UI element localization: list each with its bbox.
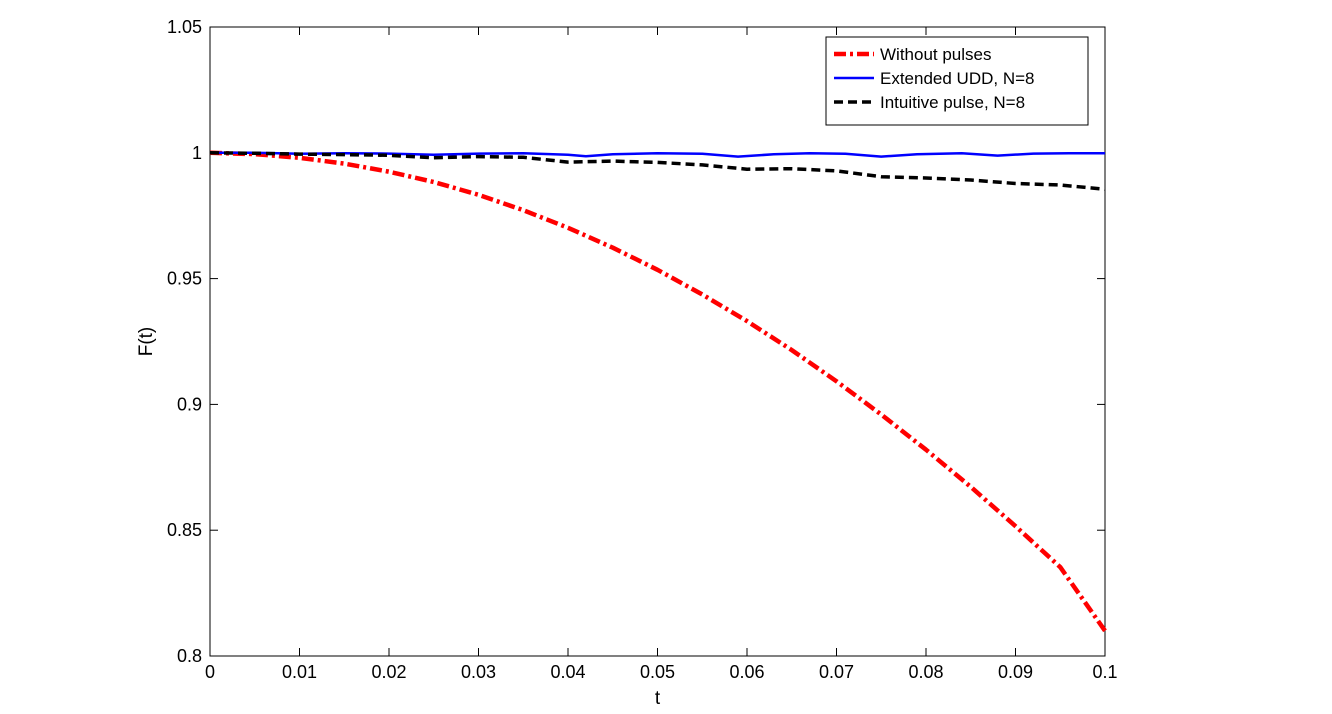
series-layer [209, 150, 1107, 633]
x-tick-label: 0 [205, 662, 215, 682]
series-line-3 [209, 151, 1106, 192]
x-tick-label: 0.03 [461, 662, 496, 682]
legend-label: Without pulses [880, 45, 992, 64]
x-tick-label: 0.05 [640, 662, 675, 682]
x-axis-label: t [655, 688, 661, 709]
legend-box [825, 36, 1089, 126]
x-tick-label: 0.02 [371, 662, 406, 682]
x-tick-label: 0.04 [550, 662, 585, 682]
y-tick-label: 1 [192, 143, 202, 163]
x-tick-label: 0.01 [282, 662, 317, 682]
x-tick-label: 0.09 [998, 662, 1033, 682]
series-line-1 [209, 150, 1107, 633]
y-tick-label: 0.95 [167, 269, 202, 289]
x-tick-label: 0.06 [729, 662, 764, 682]
legend: Without pulses Extended UDD, N=8 Intuitive… [825, 36, 1089, 126]
ticks: 0 0.01 0.02 0.03 0.04 0.05 0.06 0.07 0.08 0.09 0.1… [167, 17, 1118, 682]
y-tick-label: 0.9 [177, 394, 202, 414]
y-axis-label: F(t) [136, 327, 157, 357]
y-tick-label: 1.05 [167, 17, 202, 37]
x-tick-label: 0.1 [1092, 662, 1117, 682]
y-tick-label: 0.85 [167, 520, 202, 540]
y-tick-label: 0.8 [177, 646, 202, 666]
legend-label: Intuitive pulse, N=8 [880, 93, 1025, 112]
x-tick-label: 0.08 [908, 662, 943, 682]
x-tick-label: 0.07 [819, 662, 854, 682]
legend-label: Extended UDD, N=8 [880, 69, 1035, 88]
